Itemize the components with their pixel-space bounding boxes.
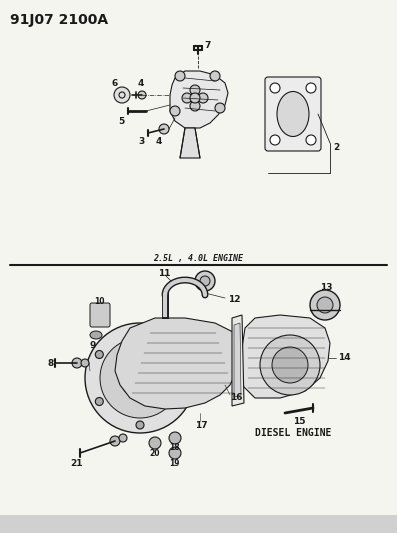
Circle shape (306, 135, 316, 145)
Text: 19: 19 (169, 458, 179, 467)
Circle shape (72, 358, 82, 368)
Polygon shape (170, 71, 228, 128)
Circle shape (100, 338, 180, 418)
Text: 20: 20 (149, 448, 160, 457)
Text: DIESEL ENGINE: DIESEL ENGINE (255, 428, 331, 438)
Circle shape (272, 347, 308, 383)
Ellipse shape (277, 92, 309, 136)
Text: 6: 6 (112, 78, 118, 87)
Text: 11: 11 (158, 269, 170, 278)
Circle shape (120, 358, 160, 398)
Text: 13: 13 (320, 282, 333, 292)
Circle shape (169, 447, 181, 459)
Circle shape (215, 103, 225, 113)
Text: 21: 21 (70, 458, 83, 467)
Circle shape (190, 85, 200, 95)
Bar (0, 515, 397, 533)
Circle shape (175, 71, 185, 81)
Circle shape (81, 359, 89, 367)
Ellipse shape (90, 331, 102, 339)
Circle shape (149, 437, 161, 449)
Text: 14: 14 (338, 353, 351, 362)
Circle shape (198, 93, 208, 103)
Circle shape (136, 327, 144, 335)
Text: 16: 16 (230, 393, 243, 402)
Circle shape (210, 71, 220, 81)
Circle shape (170, 106, 180, 116)
Circle shape (182, 93, 192, 103)
Text: 15: 15 (293, 416, 306, 425)
Circle shape (138, 91, 146, 99)
Text: 9: 9 (90, 341, 96, 350)
Circle shape (270, 83, 280, 93)
Circle shape (310, 290, 340, 320)
Circle shape (260, 335, 320, 395)
FancyBboxPatch shape (265, 77, 321, 151)
Text: 2: 2 (333, 143, 339, 152)
Circle shape (177, 398, 185, 406)
Circle shape (110, 436, 120, 446)
Circle shape (95, 351, 103, 359)
Text: 17: 17 (195, 421, 208, 430)
Text: 4: 4 (156, 136, 162, 146)
Circle shape (159, 124, 169, 134)
Polygon shape (180, 128, 200, 158)
Circle shape (169, 432, 181, 444)
Text: 2.5L , 4.0L ENGINE: 2.5L , 4.0L ENGINE (153, 254, 243, 262)
Circle shape (95, 398, 103, 406)
Circle shape (270, 135, 280, 145)
Polygon shape (234, 323, 241, 397)
Circle shape (119, 434, 127, 442)
Circle shape (200, 276, 210, 286)
Text: 7: 7 (204, 42, 210, 51)
Circle shape (177, 351, 185, 359)
Circle shape (190, 93, 200, 103)
Polygon shape (232, 315, 244, 406)
Circle shape (136, 421, 144, 429)
Polygon shape (240, 315, 330, 398)
Circle shape (85, 323, 195, 433)
Circle shape (306, 83, 316, 93)
Text: 3: 3 (138, 136, 144, 146)
Circle shape (190, 101, 200, 111)
Circle shape (195, 271, 215, 291)
Text: 5: 5 (118, 117, 124, 125)
Text: 10: 10 (94, 296, 104, 305)
Text: 12: 12 (228, 295, 241, 303)
Text: 4: 4 (138, 78, 145, 87)
FancyBboxPatch shape (90, 303, 110, 327)
Text: 8: 8 (47, 359, 53, 367)
Text: 91J07 2100A: 91J07 2100A (10, 13, 108, 27)
Circle shape (114, 87, 130, 103)
Text: 18: 18 (169, 443, 179, 453)
Circle shape (317, 297, 333, 313)
Polygon shape (115, 318, 240, 409)
